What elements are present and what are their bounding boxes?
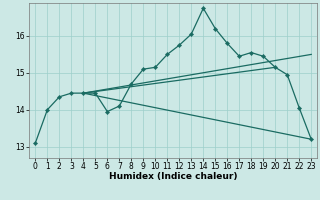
X-axis label: Humidex (Indice chaleur): Humidex (Indice chaleur) <box>109 172 237 181</box>
